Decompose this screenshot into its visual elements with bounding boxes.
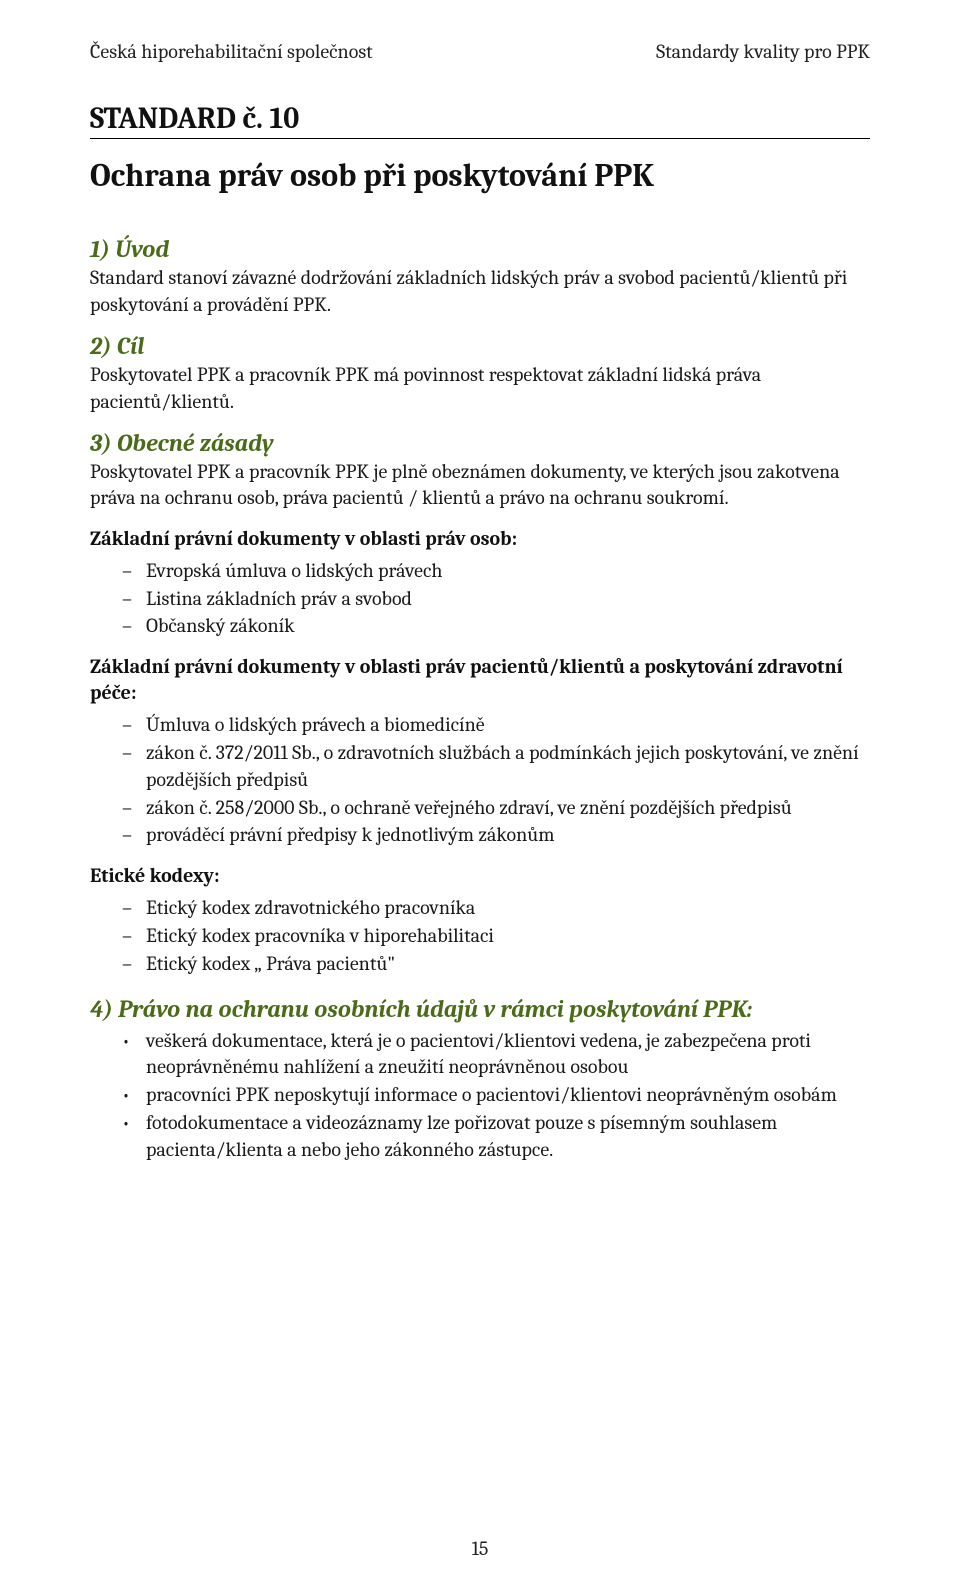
list-item: pracovníci PPK neposkytují informace o p…	[90, 1082, 870, 1109]
section-3-body: Poskytovatel PPK a pracovník PPK je plně…	[90, 459, 870, 512]
list-item: Evropská úmluva o lidských právech	[90, 558, 870, 585]
list-item: prováděcí právní předpisy k jednotlivým …	[90, 822, 870, 849]
docs-personal-head: Základní právní dokumenty v oblasti práv…	[90, 526, 870, 552]
section-2-body: Poskytovatel PPK a pracovník PPK má povi…	[90, 362, 870, 415]
document-page: Česká hiporehabilitační společnost Stand…	[0, 0, 960, 1588]
list-item: Úmluva o lidských právech a biomedicíně	[90, 712, 870, 739]
section-1-body: Standard stanoví závazné dodržování zákl…	[90, 265, 870, 318]
docs-patients-list: Úmluva o lidských právech a biomedicíně …	[90, 712, 870, 849]
ethics-head: Etické kodexy:	[90, 863, 870, 889]
section-3-head: 3) Obecné zásady	[90, 429, 870, 457]
section-2-head: 2) Cíl	[90, 332, 870, 360]
ethics-list: Etický kodex zdravotnického pracovníka E…	[90, 895, 870, 977]
list-item: Etický kodex zdravotnického pracovníka	[90, 895, 870, 922]
section-4-head: 4) Právo na ochranu osobních údajů v rám…	[90, 994, 870, 1024]
page-title: Ochrana práv osob při poskytování PPK	[90, 157, 870, 195]
page-header: Česká hiporehabilitační společnost Stand…	[90, 40, 870, 63]
list-item: Listina základních práv a svobod	[90, 586, 870, 613]
list-item: zákon č. 372/2011 Sb., o zdravotních slu…	[90, 740, 870, 794]
list-item: Etický kodex pracovníka v hiporehabilita…	[90, 923, 870, 950]
docs-patients-head: Základní právní dokumenty v oblasti práv…	[90, 654, 870, 706]
header-left: Česká hiporehabilitační společnost	[90, 40, 373, 63]
header-right: Standardy kvality pro PPK	[656, 40, 870, 63]
standard-label: STANDARD č. 10	[90, 101, 870, 136]
list-item: Etický kodex „ Práva pacientů"	[90, 951, 870, 978]
horizontal-rule	[90, 138, 870, 139]
list-item: veškerá dokumentace, která je o paciento…	[90, 1028, 870, 1082]
section-1-head: 1) Úvod	[90, 235, 870, 263]
list-item: zákon č. 258/2000 Sb., o ochraně veřejné…	[90, 795, 870, 822]
section-4-list: veškerá dokumentace, která je o paciento…	[90, 1028, 870, 1164]
docs-personal-list: Evropská úmluva o lidských právech Listi…	[90, 558, 870, 640]
list-item: fotodokumentace a videozáznamy lze pořiz…	[90, 1110, 870, 1164]
list-item: Občanský zákoník	[90, 613, 870, 640]
page-number: 15	[0, 1537, 960, 1560]
